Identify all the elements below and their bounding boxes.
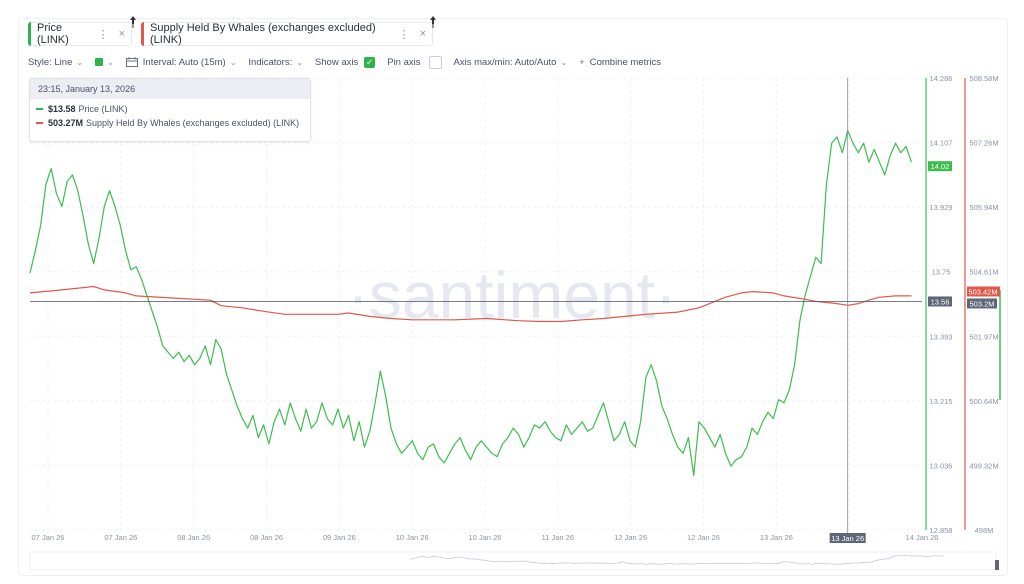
close-icon[interactable]: × [419, 28, 426, 40]
legend-line-price [36, 108, 43, 110]
x-axis-tick: 12 Jan 26 [614, 533, 647, 542]
color-swatch [95, 58, 104, 66]
whale-axis-tick: 507.26M [969, 139, 998, 148]
x-axis-tick: 14 Jan 26 [906, 533, 939, 542]
tab-label: Supply Held By Whales (exchanges exclude… [150, 22, 376, 46]
interval-label: Interval: Auto (15m) [142, 56, 226, 68]
current-whale-label: 503.42M [968, 287, 997, 296]
crosshair-price-label: 13.56 [931, 297, 950, 306]
style-label: Style: Line [28, 56, 73, 68]
current-price-label: 14.02 [931, 162, 950, 171]
pin-icon[interactable] [129, 16, 137, 28]
combine-metrics-label: Combine metrics [589, 56, 662, 68]
whale-axis-tick: 498M [975, 526, 994, 535]
axis-maxmin-select[interactable]: Axis max/min: Auto/Auto ⌄ [454, 57, 568, 68]
legend-line-whales [36, 122, 43, 124]
tooltip-time: 23:15, January 13, 2026 [30, 79, 310, 99]
checkbox-checked-icon[interactable]: ✓ [364, 56, 376, 68]
x-axis-tick: 12 Jan 26 [687, 533, 720, 542]
grid [30, 77, 923, 531]
price-axis-tick: 13.036 [930, 461, 953, 470]
whale-axis-tick: 501.97M [969, 332, 998, 341]
chevron-down-icon: ⌄ [76, 57, 84, 67]
axes-group: 14.286 14.107 13.929 13.75 13.393 13.215 13.03… [30, 74, 1001, 543]
price-axis-tick: 13.75 [932, 268, 951, 277]
tooltip-price-label: Price (LINK) [78, 104, 128, 114]
interval-select[interactable]: Interval: Auto (15m) ⌄ [125, 56, 237, 68]
whale-axis-tick: 500.64M [969, 397, 998, 406]
tab-price-link[interactable]: Price (LINK) ⋮ × [28, 22, 132, 46]
x-axis-tick: 11 Jan 26 [542, 533, 574, 542]
axis-maxmin-label: Axis max/min: Auto/Auto [453, 56, 557, 68]
price-line [29, 129, 912, 477]
current-price-label-bg [928, 161, 952, 172]
chevron-down-icon: ⌄ [296, 57, 303, 67]
crosshair-x-label: 13 Jan 26 [831, 534, 864, 543]
close-icon[interactable]: × [118, 28, 125, 40]
whale-axis-tick: 505.94M [969, 203, 998, 212]
tooltip-price-row: $13.58 Price (LINK) [30, 102, 310, 116]
crosshair-whale-label: 503.2M [969, 299, 994, 308]
chart-tooltip: 23:15, January 13, 2026 $13.58 Price (LI… [29, 78, 311, 142]
price-axis-tick: 14.107 [930, 139, 953, 148]
x-axis-tick: 10 Jan 26 [396, 533, 429, 542]
calendar-icon [125, 57, 138, 67]
style-select[interactable]: Style: Line ⌄ [28, 57, 83, 68]
tooltip-whale-row: 503.27M Supply Held By Whales (exchanges… [30, 116, 310, 130]
crosshair-x-label-bg [829, 533, 866, 543]
x-axis-tick: 10 Jan 26 [469, 533, 502, 542]
overview-navigator[interactable] [29, 551, 999, 571]
tooltip-whale-value: 503.27M [48, 118, 84, 128]
x-axis-tick: 08 Jan 26 [177, 533, 210, 542]
tab-whale-supply[interactable]: Supply Held By Whales (exchanges exclude… [141, 22, 433, 46]
pin-axis-toggle[interactable]: Pin axis [387, 55, 442, 69]
overview-line [409, 554, 944, 566]
price-axis-tick: 13.393 [930, 332, 953, 341]
x-axis-tick: 07 Jan 26 [104, 533, 137, 542]
x-axis-tick: 08 Jan 26 [250, 533, 283, 542]
indicators-select[interactable]: Indicators: ⌄ [248, 57, 303, 68]
tab-color-bar [141, 22, 144, 46]
x-axis-tick: 09 Jan 26 [323, 533, 356, 542]
kebab-menu-icon[interactable]: ⋮ [398, 28, 410, 41]
show-axis-toggle[interactable]: Show axis ✓ [314, 56, 376, 68]
tab-color-bar [28, 22, 31, 46]
price-axis-tick: 13.929 [930, 203, 953, 212]
chart-toolbar: Style: Line ⌄ ⌄ Interval: Auto (15m) ⌄ Ind… [28, 54, 673, 70]
chevron-down-icon: ⌄ [560, 57, 568, 67]
price-axis-tick: 13.215 [930, 397, 953, 406]
color-select[interactable]: ⌄ [95, 58, 114, 67]
pin-axis-label: Pin axis [387, 56, 421, 68]
pin-icon[interactable] [429, 16, 437, 28]
x-axis-tick: 13 Jan 26 [760, 533, 793, 542]
chevron-down-icon: ⌄ [107, 57, 114, 67]
whale-axis-tick: 508.58M [969, 74, 998, 83]
crosshair-price-label-bg [928, 296, 952, 307]
show-axis-label: Show axis [314, 56, 359, 68]
checkbox-empty-icon[interactable] [428, 55, 442, 69]
crosshair-whale-label-bg [967, 298, 997, 309]
plus-icon: + [579, 56, 585, 68]
kebab-menu-icon[interactable]: ⋮ [97, 28, 109, 41]
tooltip-price-value: $13.58 [48, 104, 76, 114]
combine-metrics-button[interactable]: + Combine metrics [579, 57, 661, 68]
x-axis-tick: 07 Jan 26 [32, 533, 65, 542]
overview-handle[interactable] [995, 560, 999, 570]
chevron-down-icon: ⌄ [229, 57, 237, 67]
whale-axis-tick: 504.61M [969, 268, 998, 277]
santiment-watermark: ·santiment· [347, 258, 677, 332]
price-axis-tick: 12.858 [930, 526, 953, 535]
whale-axis-tick: 499.32M [969, 461, 998, 470]
tooltip-whale-label: Supply Held By Whales (exchanges exclude… [86, 118, 300, 128]
current-whale-label-bg [967, 286, 1000, 297]
tab-label: Price (LINK) [37, 22, 69, 46]
indicators-label: Indicators: [248, 56, 293, 68]
price-axis-tick: 14.286 [930, 74, 953, 83]
